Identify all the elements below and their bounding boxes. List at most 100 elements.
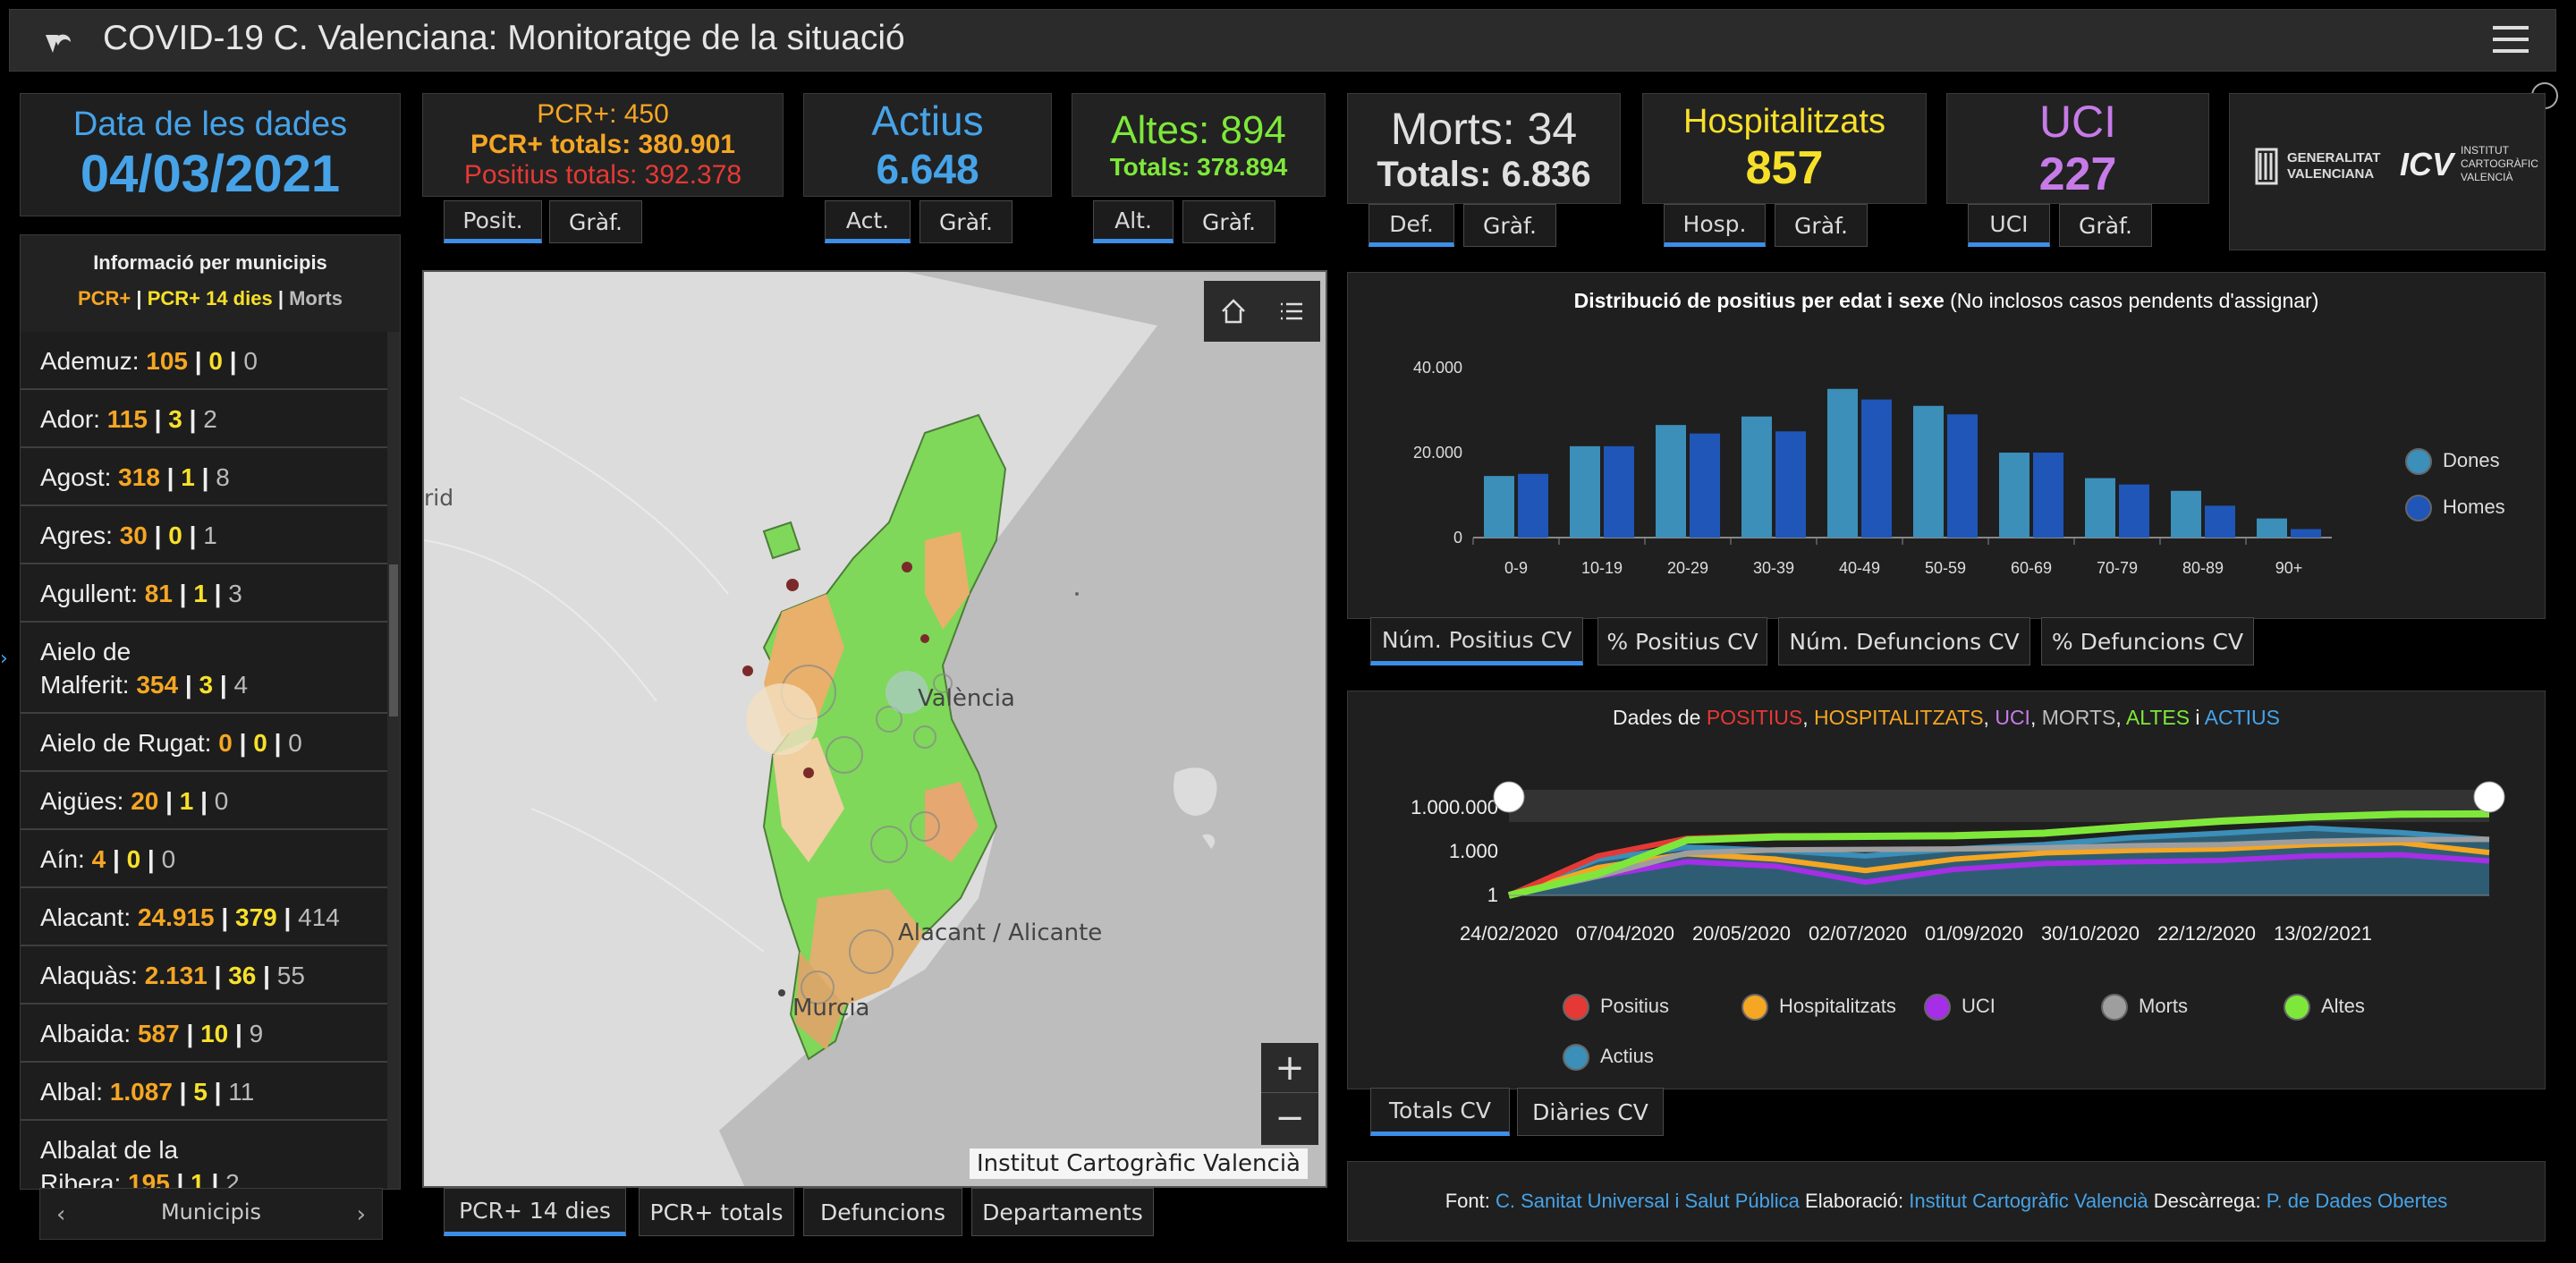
muni-morts: 0 — [243, 347, 258, 375]
tab-chart2-0[interactable]: Totals CV — [1370, 1088, 1510, 1136]
tab-hosp[interactable]: Hosp. — [1664, 204, 1766, 247]
tab-chart1-3[interactable]: % Defuncions CV — [2041, 617, 2254, 665]
map-attribution[interactable]: Institut Cartogràfic Valencià — [969, 1149, 1308, 1179]
list-item[interactable]: Albal: 1.087 | 5 | 11 — [21, 1063, 389, 1121]
list-item[interactable]: Agullent: 81 | 1 | 3 — [21, 564, 389, 623]
tab-map-2[interactable]: Defuncions — [803, 1188, 962, 1236]
tab-posit[interactable]: Posit. — [444, 200, 542, 243]
list-item[interactable]: Aigües: 20 | 1 | 0 — [21, 772, 389, 830]
bar-homes-60-69[interactable] — [2033, 453, 2063, 538]
range-handle-left[interactable] — [1493, 781, 1525, 813]
bar-homes-80-89[interactable] — [2205, 505, 2235, 538]
tab-alt[interactable]: Alt. — [1093, 200, 1174, 243]
list-item[interactable]: Albalat de la Ribera: 195 | 1 | 2 — [21, 1121, 389, 1189]
map-canvas[interactable] — [424, 272, 1327, 1188]
muni-name: Albal: — [40, 1078, 104, 1106]
tab-graf-hosp[interactable]: Gràf. — [1775, 204, 1868, 247]
list-item[interactable]: Albaida: 587 | 10 | 9 — [21, 1004, 389, 1063]
source-elab-link[interactable]: Institut Cartogràfic Valencià — [1909, 1190, 2148, 1212]
list-item[interactable]: Ador: 115 | 3 | 2 — [21, 390, 389, 448]
zoom-out-button[interactable]: − — [1275, 1098, 1305, 1139]
list-item[interactable]: Alaquàs: 2.131 | 36 | 55 — [21, 946, 389, 1004]
bar-dones-50-59[interactable] — [1913, 405, 1944, 538]
next-page-icon[interactable]: › — [356, 1201, 366, 1228]
x-tick-label: 0-9 — [1504, 559, 1528, 577]
list-item[interactable]: Agost: 318 | 1 | 8 — [21, 448, 389, 506]
scrollbar-thumb[interactable] — [389, 564, 398, 716]
muni-pcr14: 3 — [199, 671, 214, 699]
tab-graf-alt[interactable]: Gràf. — [1182, 200, 1275, 243]
tab-chart1-1[interactable]: % Positius CV — [1597, 617, 1767, 665]
sidebar-footer-label: Municipis — [160, 1199, 262, 1225]
bar-dones-30-39[interactable] — [1741, 416, 1772, 538]
source-font-link[interactable]: C. Sanitat Universal i Salut Pública — [1495, 1190, 1800, 1212]
bar-dones-0-9[interactable] — [1484, 476, 1514, 538]
muni-morts: 11 — [228, 1078, 255, 1106]
map-view[interactable]: rid València Alacant / Alicante Murcia +… — [422, 270, 1327, 1188]
municipis-list[interactable]: Ademuz: 105 | 0 | 0 Ador: 115 | 3 | 2 Agos… — [21, 332, 400, 1189]
legend-homes[interactable]: Homes — [2405, 495, 2505, 521]
bar-dones-90+[interactable] — [2257, 518, 2287, 538]
bar-dones-80-89[interactable] — [2171, 490, 2201, 538]
muni-morts: 9 — [249, 1020, 264, 1047]
tab-chart1-2[interactable]: Núm. Defuncions CV — [1778, 617, 2030, 665]
legend-actius[interactable]: Actius — [1563, 1044, 1654, 1071]
muni-pcr: 105 — [146, 347, 188, 375]
legend-uci[interactable]: UCI — [1924, 994, 1996, 1021]
tab-graf-uci[interactable]: Gràf. — [2059, 204, 2152, 247]
home-icon[interactable] — [1219, 297, 1248, 326]
list-item[interactable]: Aielo de Malferit: 354 | 3 | 4 — [21, 623, 389, 714]
y-tick-label: 1.000 — [1449, 840, 1498, 862]
layer-list-icon[interactable] — [1277, 297, 1306, 326]
legend-morts[interactable]: Morts — [2101, 994, 2188, 1021]
source-desc-link[interactable]: P. de Dades Obertes — [2266, 1190, 2448, 1212]
bar-homes-90+[interactable] — [2291, 529, 2321, 538]
bar-dones-20-29[interactable] — [1656, 425, 1686, 538]
bar-dones-70-79[interactable] — [2085, 478, 2115, 538]
zoom-in-button[interactable]: + — [1261, 1043, 1318, 1093]
tab-map-1[interactable]: PCR+ totals — [639, 1188, 794, 1236]
tab-graf-pcr[interactable]: Gràf. — [549, 200, 642, 243]
muni-name-line1: Albalat de la — [40, 1136, 179, 1164]
muni-morts: 414 — [298, 903, 340, 931]
gv-logo: GENERALITAT VALENCIANA — [2253, 144, 2380, 189]
sidebar-scrollbar[interactable] — [387, 332, 400, 1189]
bar-homes-20-29[interactable] — [1690, 433, 1720, 538]
legend-altes[interactable]: Altes — [2284, 994, 2365, 1021]
list-item[interactable]: Agres: 30 | 0 | 1 — [21, 506, 389, 564]
muni-pcr: 2.131 — [144, 962, 208, 989]
list-item[interactable]: Alacant: 24.915 | 379 | 414 — [21, 888, 389, 946]
tab-graf-def[interactable]: Gràf. — [1463, 204, 1556, 247]
bar-homes-10-19[interactable] — [1604, 445, 1634, 538]
bar-dones-10-19[interactable] — [1570, 445, 1600, 538]
bar-homes-70-79[interactable] — [2119, 484, 2149, 538]
tab-act[interactable]: Act. — [825, 200, 911, 243]
bar-dones-60-69[interactable] — [1999, 453, 2029, 538]
muni-name: Aigües: — [40, 787, 124, 815]
tab-map-0[interactable]: PCR+ 14 dies — [444, 1188, 626, 1236]
prev-page-icon[interactable]: ‹ — [56, 1201, 66, 1228]
bar-homes-0-9[interactable] — [1518, 473, 1548, 538]
bar-homes-40-49[interactable] — [1861, 399, 1892, 538]
bar-homes-30-39[interactable] — [1775, 431, 1806, 538]
pcr-today: PCR+: 450 — [537, 99, 669, 129]
list-item[interactable]: Aielo de Rugat: 0 | 0 | 0 — [21, 714, 389, 772]
legend-dones[interactable]: Dones — [2405, 448, 2500, 475]
range-handle-right[interactable] — [2473, 781, 2505, 813]
list-item[interactable]: Aín: 4 | 0 | 0 — [21, 830, 389, 888]
bar-homes-50-59[interactable] — [1947, 414, 1978, 538]
collapse-left-icon[interactable]: › — [0, 648, 8, 670]
y-tick-label: 0 — [1453, 529, 1462, 547]
tab-chart1-0[interactable]: Núm. Positius CV — [1370, 617, 1583, 665]
hamburger-menu-icon[interactable] — [2493, 26, 2529, 56]
muni-name: Alacant: — [40, 903, 131, 931]
legend-positius[interactable]: Positius — [1563, 994, 1669, 1021]
list-item[interactable]: Ademuz: 105 | 0 | 0 — [21, 332, 389, 390]
bar-dones-40-49[interactable] — [1827, 388, 1858, 538]
tab-chart2-1[interactable]: Diàries CV — [1517, 1088, 1664, 1136]
tab-def[interactable]: Def. — [1368, 204, 1454, 247]
tab-map-3[interactable]: Departaments — [971, 1188, 1154, 1236]
tab-graf-act[interactable]: Gràf. — [919, 200, 1013, 243]
tab-uci[interactable]: UCI — [1968, 204, 2050, 247]
legend-hospitalitzats[interactable]: Hospitalitzats — [1741, 994, 1896, 1021]
